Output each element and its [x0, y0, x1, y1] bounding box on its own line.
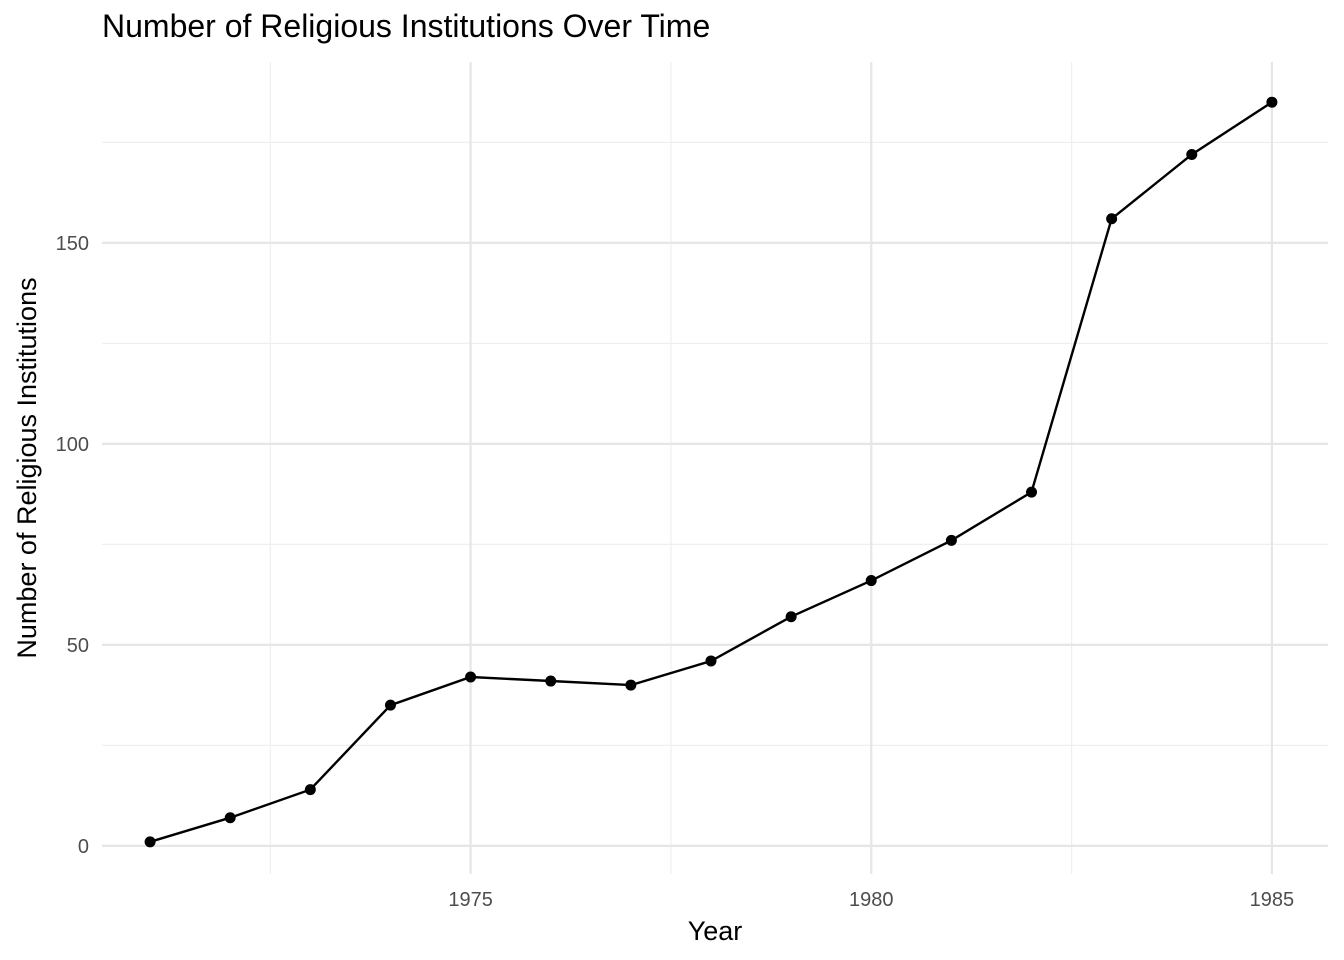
series-line — [149, 101, 1273, 843]
major-gridlines — [102, 62, 1328, 874]
minor-gridlines — [102, 62, 1328, 874]
chart-title: Number of Religious Institutions Over Ti… — [102, 8, 711, 44]
data-point — [465, 671, 477, 683]
y-axis-title: Number of Religious Institutions — [12, 277, 42, 658]
data-point — [945, 534, 957, 546]
data-point — [785, 611, 797, 623]
y-axis-tick-labels: 0 50 100 150 — [56, 233, 89, 858]
data-point — [1266, 96, 1278, 108]
data-point — [224, 812, 236, 824]
data-point — [384, 699, 396, 711]
data-point — [545, 675, 557, 687]
x-tick-label: 1975 — [448, 889, 493, 911]
data-point — [144, 836, 156, 848]
y-tick-label: 100 — [56, 434, 89, 456]
x-tick-label: 1985 — [1250, 889, 1295, 911]
y-tick-label: 150 — [56, 233, 89, 255]
x-tick-label: 1980 — [849, 889, 894, 911]
data-point — [625, 679, 637, 691]
data-point — [1026, 486, 1038, 498]
data-point — [1106, 213, 1118, 225]
y-tick-label: 0 — [78, 836, 89, 858]
x-axis-tick-labels: 1975 1980 1985 — [448, 889, 1294, 911]
data-point — [1186, 148, 1198, 160]
y-tick-label: 50 — [67, 635, 89, 657]
data-point — [304, 784, 316, 796]
x-axis-title: Year — [688, 916, 743, 946]
data-points — [144, 96, 1278, 848]
data-point — [705, 655, 717, 667]
data-point — [865, 575, 877, 587]
